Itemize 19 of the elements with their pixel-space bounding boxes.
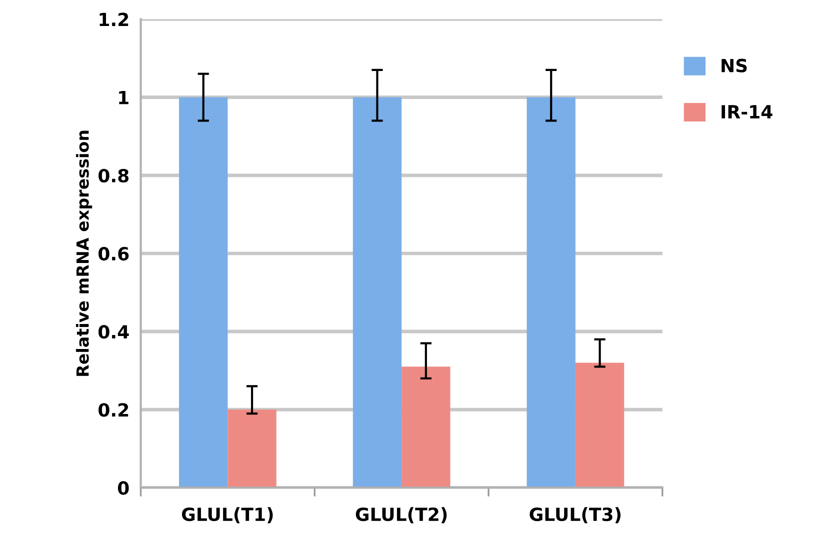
legend-label: IR-14 [722,105,772,118]
y-tick-label: 0.2 [98,403,128,417]
y-tick-label: 0.8 [98,168,129,182]
y-tick-label: 0.6 [98,246,129,261]
legend-label: NS [722,58,747,72]
x-tick-label: GLUL(T2) [356,507,447,524]
y-tick-label: 1 [119,90,128,104]
y-tick-label: 0.4 [98,325,129,339]
y-tick-label: 0 [118,481,129,495]
x-tick-label: GLUL(T1) [182,507,273,524]
y-axis-title: Relative mRNA expression [76,130,92,376]
bar [179,97,228,488]
bar [402,366,450,488]
x-tick-label: GLUL(T3) [530,507,621,524]
bar [352,97,402,488]
y-tick-label: 1.2 [100,12,128,26]
bar [575,362,624,488]
bar [526,97,576,488]
bar [228,410,276,488]
